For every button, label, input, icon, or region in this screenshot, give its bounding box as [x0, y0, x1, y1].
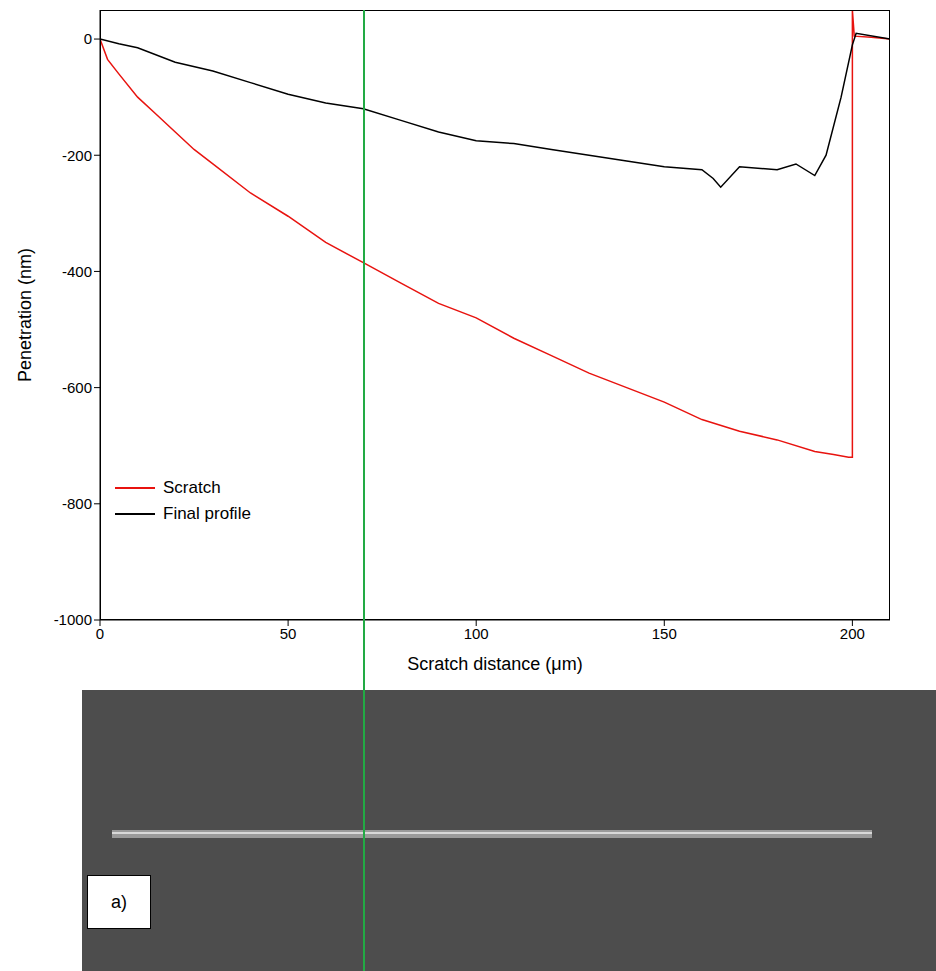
html-text:Scratch: Scratch: [163, 478, 221, 497]
svg-text:0: 0: [96, 625, 104, 642]
svg-text:-200: -200: [62, 147, 92, 164]
svg-text:-800: -800: [62, 495, 92, 512]
svg-text:-400: -400: [62, 263, 92, 280]
svg-text:100: 100: [464, 625, 489, 642]
svg-text:-600: -600: [62, 379, 92, 396]
svg-text:-1000: -1000: [54, 611, 92, 628]
svg-text:0: 0: [84, 30, 92, 47]
svg-text:200: 200: [840, 625, 865, 642]
svg-text:50: 50: [280, 625, 297, 642]
html-text:Final profile: Final profile: [163, 504, 251, 523]
svg-text:150: 150: [652, 625, 677, 642]
svg-text:Scratch distance (μm): Scratch distance (μm): [407, 654, 582, 674]
svg-text:Penetration (nm): Penetration (nm): [15, 248, 35, 382]
html-text:a): a): [111, 891, 127, 912]
